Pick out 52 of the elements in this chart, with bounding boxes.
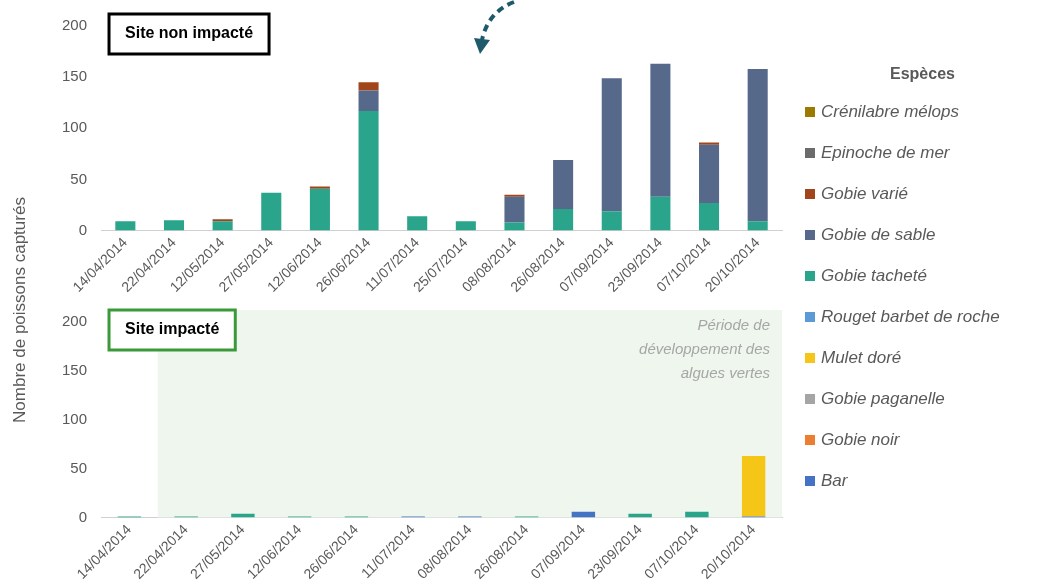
bar [699,142,720,145]
legend-label: Bar [821,470,848,491]
bar [212,219,233,222]
bar [309,188,330,231]
chart-title: Site non impacté [125,24,254,42]
y-tick-label: 50 [70,458,88,476]
y-tick-label: 150 [62,361,88,379]
y-tick-label: 0 [78,507,88,525]
legend-label: Rouget barbet de roche [821,306,1000,327]
legend-label: Epinoche de mer [821,142,950,163]
bar [699,144,720,203]
y-tick-label: 50 [70,169,88,187]
bar [699,202,720,231]
y-tick-label: 200 [62,312,88,330]
y-tick-label: 0 [78,220,88,238]
bar [553,160,574,210]
bar [358,90,379,111]
legend-label: Mulet doré [821,347,902,368]
legend-label: Gobie tacheté [821,265,927,286]
bar [504,194,525,197]
bar [261,192,282,231]
y-axis-title: Nombre de poissons capturés [10,196,30,425]
legend-label: Crénilabre mélops [821,101,959,122]
bar [163,220,185,231]
y-tick-label: 100 [62,118,88,136]
bar [455,221,476,231]
chart-title: Site impacté [125,320,220,338]
legend-label: Gobie varié [821,183,908,204]
y-tick-label: 200 [62,16,88,34]
bar [115,221,136,231]
bar [358,110,379,231]
legend-title: Espèces [890,65,956,83]
y-tick-label: 150 [62,67,88,85]
bar [650,196,671,231]
band-label: Période de développement des algues vertes [639,315,771,381]
bar [553,209,574,231]
bar [358,82,379,91]
bar [504,196,525,223]
bar [741,455,766,517]
bar [601,78,622,212]
bar [747,221,768,231]
bar [650,63,671,197]
legend-label: Gobie noir [821,429,900,450]
legend-label: Gobie paganelle [821,388,945,409]
bar [212,221,233,231]
y-tick-label: 100 [62,409,88,427]
bar [309,186,330,189]
legend-label: Gobie de sable [821,224,936,245]
bar [407,216,428,231]
bar [747,68,768,222]
bar [601,211,622,231]
bar [504,222,525,231]
